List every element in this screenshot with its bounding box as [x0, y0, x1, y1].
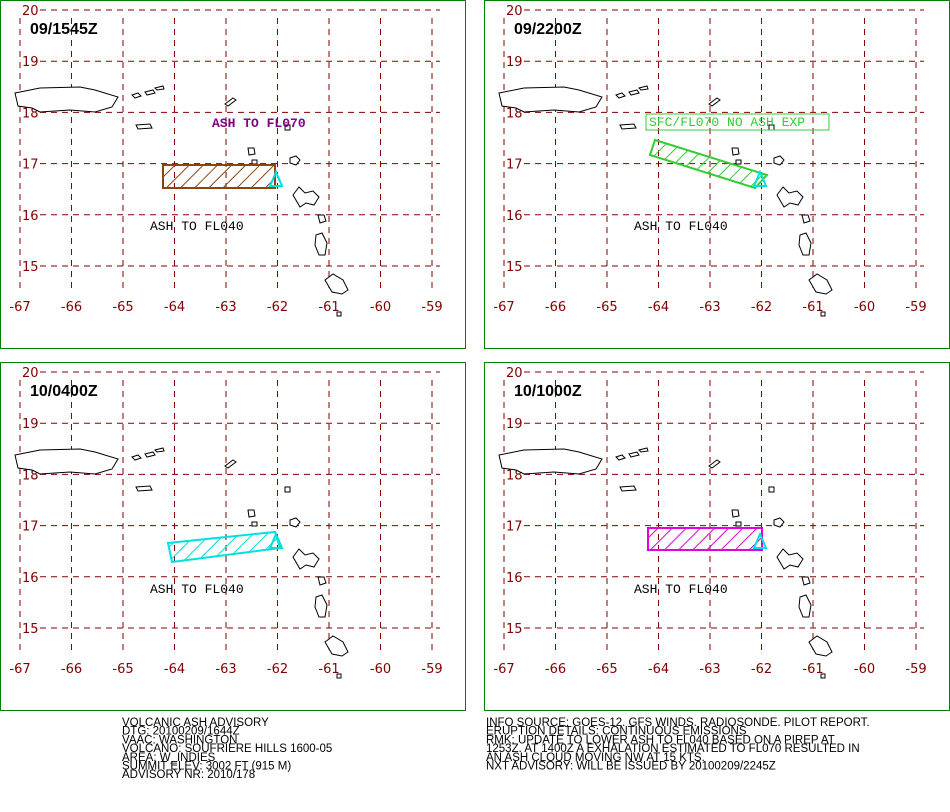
lon-label: -59	[905, 662, 926, 677]
advisory-line: VAAC: WASHINGTON	[122, 734, 237, 746]
lon-label: -66	[545, 662, 566, 677]
lon-label: -66	[61, 300, 82, 315]
lon-label: -65	[596, 662, 617, 677]
map-panel: -67 -66 -65 -64 -63 -62 -61 -60 -59 20 19 18 17 16 15 1…	[484, 362, 950, 711]
lat-label: 15	[22, 260, 39, 275]
valid-time: 09/2200Z	[514, 21, 582, 38]
lon-label: -65	[112, 300, 133, 315]
lon-label: -64	[164, 300, 185, 315]
map-panel: -67 -66 -65 -64 -63 -62 -61 -60 -59 20 19 18 17 16 15 0…	[0, 0, 466, 349]
volcano-marker	[752, 169, 768, 187]
lat-label: 20	[22, 4, 39, 19]
advisory-line: VOLCANIC ASH ADVISORY	[122, 717, 269, 729]
map-panel: -67 -66 -65 -64 -63 -62 -61 -60 -59 20 19 18 17 16 15 1…	[0, 362, 466, 711]
volcano-marker	[268, 169, 284, 187]
valid-time: 10/1000Z	[514, 383, 582, 400]
lon-label: -62	[267, 662, 288, 677]
lon-label: -62	[751, 300, 772, 315]
lat-label: 18	[506, 106, 523, 121]
lat-label: 16	[22, 209, 39, 224]
advisory-line: AN ASH CLOUD MOVING NW AT 15 KTS.	[486, 752, 705, 764]
lat-label: 15	[506, 260, 523, 275]
advisory-line: NXT ADVISORY: WILL BE ISSUED BY 20100209…	[486, 761, 776, 773]
ash-label: SFC/FL070 NO ASH EXP	[649, 115, 805, 130]
lat-label: 16	[506, 571, 523, 586]
lon-label: -67	[493, 662, 514, 677]
lat-label: 19	[22, 417, 39, 432]
lat-label: 19	[506, 417, 523, 432]
lat-label: 20	[506, 4, 523, 19]
valid-time: 10/0400Z	[30, 383, 98, 400]
advisory-line: 1253Z. AT 1400Z A EXHALATION ESTIMATED T…	[486, 743, 860, 755]
lat-label: 17	[22, 520, 39, 535]
lat-label: 15	[506, 622, 523, 637]
lon-label: -66	[545, 300, 566, 315]
volcano-marker	[268, 531, 284, 549]
map-panel: -67 -66 -65 -64 -63 -62 -61 -60 -59 20 19 18 17 16 15 0…	[484, 0, 950, 349]
advisory-line: AREA: W_INDIES	[122, 752, 216, 764]
valid-time: 09/1545Z	[30, 21, 98, 38]
advisory-line: ADVISORY NR: 2010/178	[122, 769, 255, 781]
lon-label: -62	[751, 662, 772, 677]
lat-label: 17	[506, 520, 523, 535]
ash-area	[648, 138, 769, 190]
ash-label: ASH TO FL040	[150, 582, 244, 597]
lon-label: -61	[802, 300, 823, 315]
advisory-line: SUMMIT ELEV: 3002 FT (915 M)	[122, 761, 291, 773]
lat-label: 17	[22, 158, 39, 173]
lon-label: -59	[421, 300, 442, 315]
ash-label: ASH TO FL040	[634, 582, 728, 597]
lat-label: 17	[506, 158, 523, 173]
lon-label: -60	[854, 300, 875, 315]
lon-label: -67	[9, 662, 30, 677]
lon-label: -60	[370, 300, 391, 315]
lon-label: -59	[905, 300, 926, 315]
ash-label: ASH TO FL040	[634, 219, 728, 234]
advisory-line: DTG: 20100209/1644Z	[122, 726, 240, 738]
lat-label: 20	[22, 366, 39, 381]
lat-label: 18	[506, 468, 523, 483]
lon-label: -61	[318, 300, 339, 315]
lon-label: -63	[215, 300, 236, 315]
lon-label: -64	[648, 300, 669, 315]
lon-label: -63	[215, 662, 236, 677]
ash-label: ASH TO FL070	[212, 116, 306, 131]
advisory-line: VOLCANO: SOUFRIERE HILLS 1600-05	[122, 743, 332, 755]
lon-label: -60	[854, 662, 875, 677]
label-box	[645, 113, 830, 131]
lon-label: -63	[699, 662, 720, 677]
lon-label: -59	[421, 662, 442, 677]
lon-label: -64	[648, 662, 669, 677]
advisory-line: ERUPTION DETAILS: CONTINUOUS EMISSIONS	[486, 726, 747, 738]
lon-label: -65	[596, 300, 617, 315]
ash-area	[162, 164, 276, 189]
lon-label: -60	[370, 662, 391, 677]
ash-label: ASH TO FL040	[150, 219, 244, 234]
lon-label: -61	[802, 662, 823, 677]
lat-label: 20	[506, 366, 523, 381]
lon-label: -64	[164, 662, 185, 677]
lon-label: -65	[112, 662, 133, 677]
lon-label: -67	[9, 300, 30, 315]
volcano-marker	[752, 531, 768, 549]
lon-label: -63	[699, 300, 720, 315]
lat-label: 18	[22, 106, 39, 121]
lat-label: 19	[506, 55, 523, 70]
lat-label: 16	[506, 209, 523, 224]
lon-label: -61	[318, 662, 339, 677]
panels: -67 -66 -65 -64 -63 -62 -61 -60 -59 20 19 18 17 16 15 0…	[0, 0, 950, 711]
advisory-line: INFO SOURCE: GOES-12. GFS WINDS. RADIOSO…	[486, 717, 870, 729]
lon-label: -66	[61, 662, 82, 677]
lon-label: -67	[493, 300, 514, 315]
ash-area	[647, 527, 763, 551]
lat-label: 16	[22, 571, 39, 586]
lat-label: 18	[22, 468, 39, 483]
advisory-line: RMK: UPDATE TO LOWER ASH TO FL040 BASED …	[486, 734, 835, 746]
lat-label: 15	[22, 622, 39, 637]
lat-label: 19	[22, 55, 39, 70]
lon-label: -62	[267, 300, 288, 315]
